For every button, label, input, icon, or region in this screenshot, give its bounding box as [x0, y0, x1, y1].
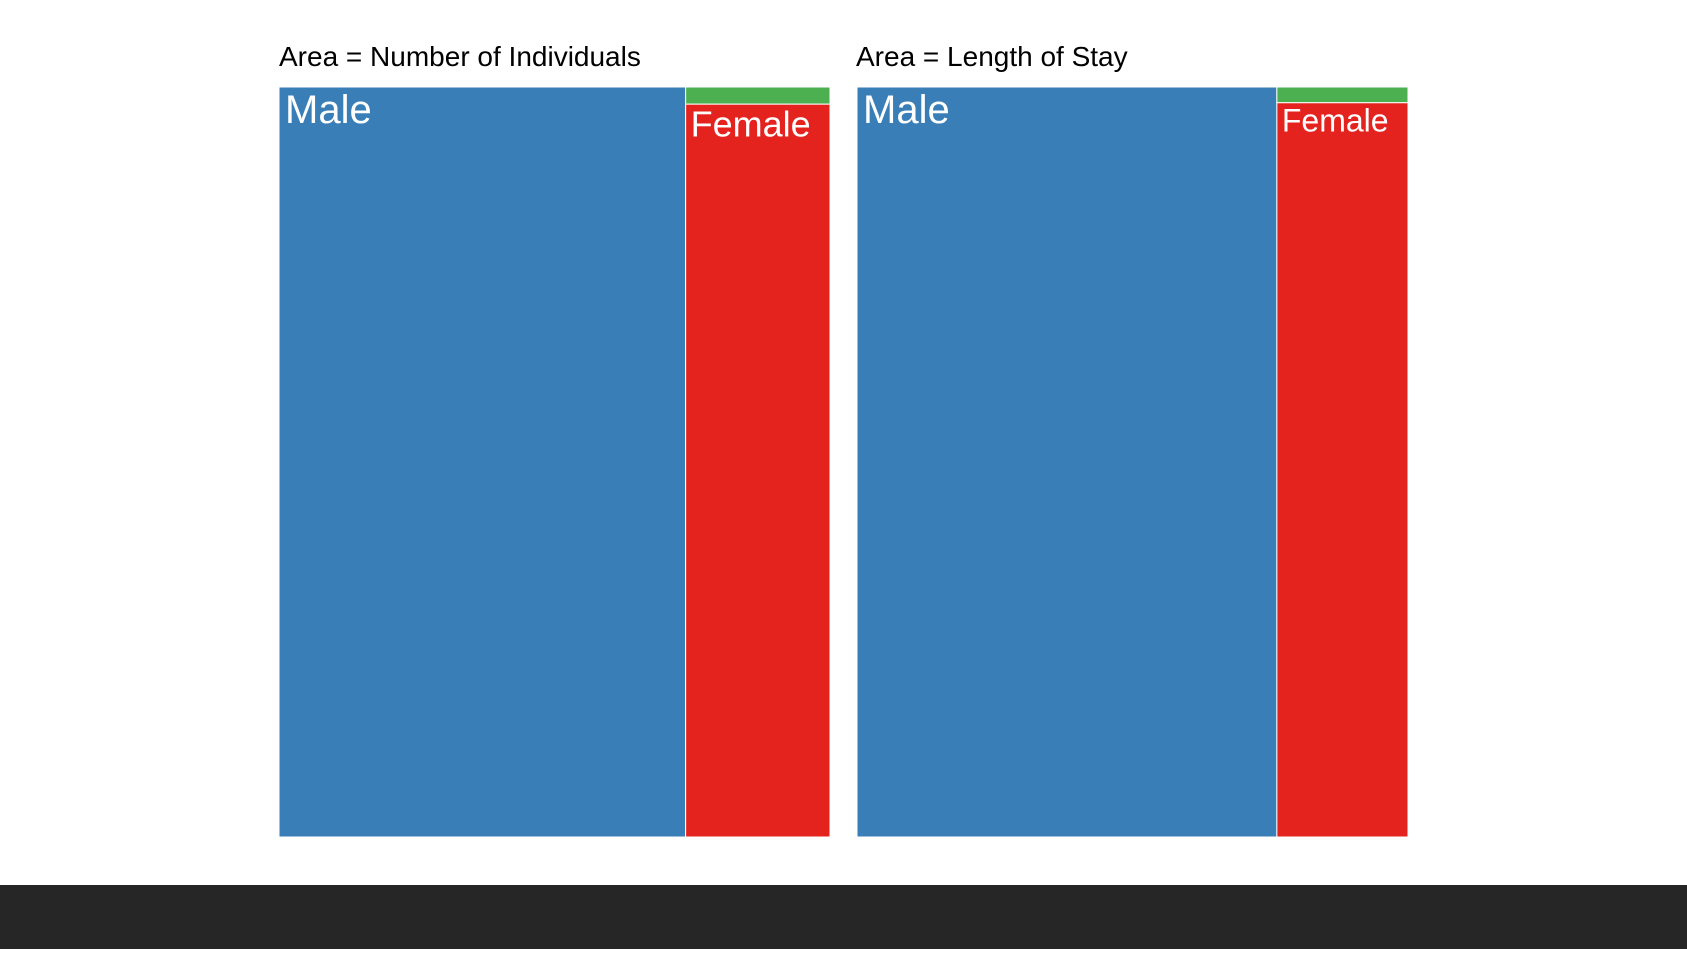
treemap-length-of-stay: Area = Length of Stay Male Female	[856, 41, 1409, 838]
treemap-tile-male	[856, 86, 1278, 838]
treemap-tile-other	[685, 86, 831, 105]
chart-title: Area = Length of Stay	[856, 41, 1128, 72]
tile-label-female: Female	[1282, 103, 1389, 139]
treemap-number-of-individuals: Area = Number of Individuals Male Female	[278, 41, 831, 838]
tile-label-female: Female	[691, 104, 811, 145]
footer-bar	[0, 885, 1687, 949]
treemap-tile-male	[278, 86, 687, 838]
tile-label-male: Male	[863, 88, 950, 132]
tile-label-male: Male	[285, 88, 372, 132]
chart-title: Area = Number of Individuals	[279, 41, 641, 72]
treemap-tile-other	[1276, 86, 1409, 104]
treemap-tile-female	[685, 103, 831, 838]
treemap-tile-female	[1276, 102, 1409, 838]
